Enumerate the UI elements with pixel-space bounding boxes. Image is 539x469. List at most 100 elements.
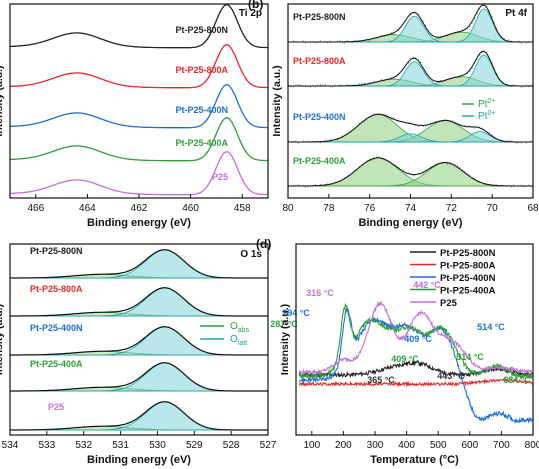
x-tick-label: 80	[282, 203, 294, 214]
fit-envelope	[10, 287, 268, 317]
series-label: Pt-P25-400N	[293, 112, 346, 122]
x-tick-label: 800	[525, 440, 539, 451]
series-label: Pt-P25-800N	[175, 25, 228, 35]
x-tick-label: 462	[131, 203, 148, 214]
legend-label: Oabs	[230, 321, 250, 334]
x-tick-label: 527	[260, 440, 277, 451]
peak-annotation: 443 °C	[437, 371, 465, 381]
fit-envelope	[10, 362, 268, 392]
plot-frame	[295, 243, 534, 436]
x-tick-label: 460	[182, 203, 199, 214]
x-tick-label: 300	[367, 440, 384, 451]
x-tick-label: 72	[446, 203, 458, 214]
peak-annotation: 409 °C	[404, 334, 432, 344]
series-label: Pt-P25-800N	[293, 12, 346, 22]
series-label: Pt-P25-400A	[30, 359, 83, 369]
core-level-label: Pt 4f	[505, 8, 527, 19]
x-axis-label: Temperature (°C)	[370, 454, 459, 466]
series-line	[10, 151, 269, 196]
series-line	[10, 44, 269, 89]
x-tick-label: 68	[527, 203, 539, 214]
series-label: Pt-P25-400N	[30, 323, 83, 333]
fit-envelope	[288, 50, 533, 87]
peak-annotation: 442 °C	[413, 280, 441, 290]
chart-panel-a: Pt-P25-800N Pt-P25-800A Pt-P25-400N Pt-P25-…	[0, 3, 269, 229]
peak-annotation: 514 °C	[477, 322, 505, 332]
series-label: P25	[212, 172, 228, 182]
panel-label: (d)	[256, 237, 271, 251]
peak-annotation: 287 °C	[270, 319, 298, 329]
series-line	[298, 377, 534, 388]
fit-envelope	[10, 401, 268, 431]
fit-envelope	[288, 113, 533, 143]
x-axis-label: Binding energy (eV)	[87, 454, 191, 466]
peak-annotation: 365 °C	[367, 375, 395, 385]
fit-envelope	[288, 4, 533, 43]
fit-component	[288, 131, 533, 143]
x-tick-label: 100	[303, 440, 320, 451]
x-axis-label: Binding energy (eV)	[87, 217, 191, 229]
x-tick-label: 534	[2, 440, 19, 451]
peak-annotation: 316 °C	[306, 288, 334, 298]
fit-envelope	[288, 157, 533, 187]
x-tick-label: 530	[149, 440, 166, 451]
series-label: Pt-P25-800A	[293, 56, 346, 66]
legend-label: P25	[440, 298, 458, 309]
x-tick-label: 70	[487, 203, 499, 214]
plot-frame	[9, 3, 269, 199]
plot-frame	[9, 243, 269, 436]
x-tick-label: 600	[461, 440, 478, 451]
y-axis-label: Intensity (a.u.)	[0, 65, 5, 136]
legend-label: Olatt	[230, 334, 247, 347]
legend-label: Pt-P25-800N	[440, 248, 496, 259]
x-tick-label: 533	[39, 440, 56, 451]
peak-annotation: 409 °C	[391, 354, 419, 364]
x-tick-label: 500	[430, 440, 447, 451]
chart-panel-c: Pt-P25-800N Pt-P25-800A Pt-P25-400N Pt-P25-…	[0, 243, 277, 466]
legend-label: Pt-P25-400A	[440, 286, 496, 297]
x-tick-label: 529	[186, 440, 203, 451]
series-line	[298, 302, 534, 380]
x-tick-label: 700	[493, 440, 510, 451]
series-line	[298, 300, 534, 375]
x-tick-label: 531	[112, 440, 129, 451]
x-axis-label: Binding energy (eV)	[359, 217, 463, 229]
peak-annotation: 514 °C	[456, 352, 484, 362]
series-line	[10, 117, 269, 162]
y-axis-label: Intensity (a.u.)	[271, 65, 283, 136]
series-label: Pt-P25-400N	[175, 105, 228, 115]
legend-label: Pt-P25-400N	[440, 273, 496, 284]
panel-label: (b)	[248, 0, 263, 11]
y-axis-label: Intensity (a.u.)	[0, 304, 5, 375]
series-label: P25	[48, 402, 64, 412]
y-axis-label: Intensity (a.u.)	[279, 304, 291, 375]
legend-label: Pt0+	[478, 110, 495, 122]
x-tick-label: 532	[75, 440, 92, 451]
fit-envelope	[10, 326, 268, 356]
series-label: Pt-P25-800A	[30, 284, 83, 294]
series-label: Pt-P25-800N	[30, 246, 83, 256]
core-level-label: Ti 2p	[239, 8, 262, 19]
x-tick-label: 74	[405, 203, 417, 214]
x-tick-label: 528	[223, 440, 240, 451]
legend-label: Pt-P25-800A	[440, 261, 496, 272]
chart-panel-b: Pt-P25-800N Pt-P25-800A Pt-P25-400N Pt-P25-…	[248, 0, 539, 229]
series-label: Pt-P25-400A	[175, 138, 228, 148]
series-label: Pt-P25-800A	[175, 65, 228, 75]
series-line	[10, 4, 269, 49]
x-tick-label: 200	[335, 440, 352, 451]
peak-annotation: 684 °C	[503, 375, 531, 385]
x-tick-label: 458	[234, 203, 251, 214]
core-level-label: O 1s	[240, 249, 262, 260]
x-tick-label: 466	[27, 203, 44, 214]
series-line	[10, 84, 269, 129]
x-tick-label: 464	[79, 203, 96, 214]
fit-envelope	[10, 249, 268, 279]
x-tick-label: 78	[323, 203, 335, 214]
x-tick-label: 76	[364, 203, 376, 214]
series-label: Pt-P25-400A	[293, 156, 346, 166]
x-tick-label: 400	[398, 440, 415, 451]
legend-label: Pt2+	[478, 98, 495, 110]
